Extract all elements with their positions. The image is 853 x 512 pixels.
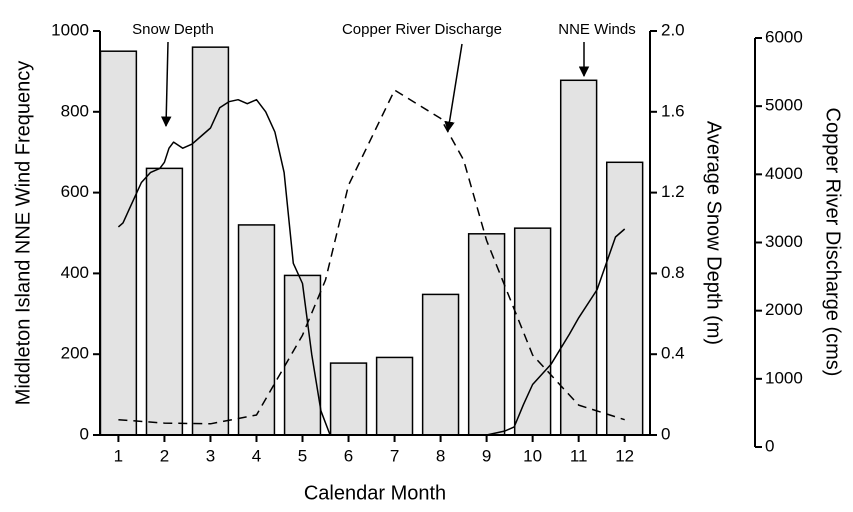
- y2-axis-title: Average Snow Depth (m): [703, 121, 725, 345]
- y-tick-label: 200: [61, 344, 89, 363]
- y-tick-label: 400: [61, 263, 89, 282]
- x-tick-label: 12: [615, 446, 634, 465]
- bar: [99, 50, 138, 436]
- bar: [283, 274, 322, 436]
- bar: [421, 293, 460, 436]
- annotation-arrow: [444, 43, 463, 133]
- bar: [605, 161, 644, 436]
- x-tick-label: 10: [523, 446, 542, 465]
- annotation-arrow: [160, 41, 172, 128]
- annotation: NNE Winds: [558, 21, 636, 38]
- y-tick-label: 600: [61, 182, 89, 201]
- y3-tick-label: 5000: [765, 96, 803, 115]
- y2-tick-label: 0.4: [661, 344, 685, 363]
- y2-tick-label: 2.0: [661, 20, 685, 39]
- annotation: Snow Depth: [132, 21, 214, 38]
- snow-line: [117, 98, 626, 436]
- y3-tick-label: 6000: [765, 27, 803, 46]
- bar: [329, 362, 368, 436]
- bar: [237, 224, 276, 436]
- x-tick-label: 3: [206, 446, 215, 465]
- y2-tick-label: 1.2: [661, 182, 685, 201]
- discharge-line: [118, 89, 625, 425]
- y2-tick-label: 1.6: [661, 101, 685, 120]
- bar: [559, 79, 598, 436]
- y3-tick-label: 2000: [765, 300, 803, 319]
- x-tick-label: 4: [252, 446, 261, 465]
- bar: [513, 227, 552, 436]
- bar: [191, 46, 230, 436]
- bar: [467, 233, 506, 436]
- x-tick-label: 8: [436, 446, 445, 465]
- y-tick-label: 800: [61, 101, 89, 120]
- x-tick-label: 5: [298, 446, 307, 465]
- x-axis-title: Calendar Month: [304, 482, 446, 504]
- bar: [375, 356, 414, 436]
- y3-tick-label: 1000: [765, 368, 803, 387]
- x-tick-label: 7: [390, 446, 399, 465]
- x-tick-label: 2: [160, 446, 169, 465]
- y-axis-title: Middleton Island NNE Wind Frequency: [12, 61, 34, 406]
- y3-tick-label: 4000: [765, 164, 803, 183]
- x-tick-label: 9: [482, 446, 491, 465]
- y2-tick-label: 0: [661, 424, 670, 443]
- y3-axis-title: Copper River Discharge (cms): [822, 108, 844, 377]
- y2-tick-label: 0.8: [661, 263, 685, 282]
- x-tick-label: 6: [344, 446, 353, 465]
- annotation: Copper River Discharge: [342, 21, 502, 38]
- y-tick-label: 1000: [51, 20, 89, 39]
- bar: [145, 167, 184, 436]
- y-tick-label: 0: [80, 424, 89, 443]
- x-tick-label: 1: [114, 446, 123, 465]
- y3-tick-label: 3000: [765, 232, 803, 251]
- y3-tick-label: 0: [765, 436, 774, 455]
- x-tick-label: 11: [570, 446, 588, 465]
